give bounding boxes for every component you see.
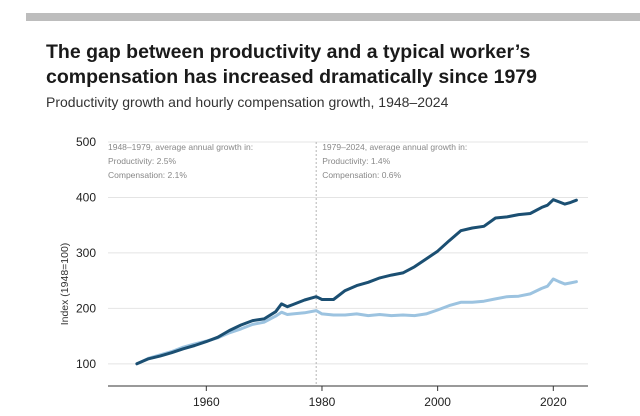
annotation-period: 1979–2024, average annual growth in: (322, 142, 467, 152)
top-accent-bar (26, 13, 640, 21)
y-tick-label: 500 (76, 135, 96, 149)
y-tick-label: 200 (76, 301, 96, 315)
chart-subtitle: Productivity growth and hourly compensat… (46, 94, 449, 110)
y-tick-label: 300 (76, 246, 96, 260)
x-tick-label: 2000 (424, 395, 451, 409)
y-tick-label: 100 (76, 357, 96, 371)
annotation-productivity: Productivity: 2.5% (108, 156, 176, 166)
y-tick-label: 400 (76, 190, 96, 204)
annotation-compensation: Compensation: 2.1% (108, 170, 187, 180)
y-axis-title: Index (1948=100) (59, 243, 71, 326)
annotation-period: 1948–1979, average annual growth in: (108, 142, 253, 152)
x-tick-label: 2020 (540, 395, 567, 409)
annotation-compensation: Compensation: 0.6% (322, 170, 401, 180)
x-tick-label: 1960 (193, 395, 220, 409)
x-tick-label: 1980 (309, 395, 336, 409)
productivity-series-line (135, 198, 578, 366)
chart-title: The gap between productivity and a typic… (46, 41, 537, 88)
annotation-productivity: Productivity: 1.4% (322, 156, 390, 166)
compensation-series-line (135, 277, 578, 366)
